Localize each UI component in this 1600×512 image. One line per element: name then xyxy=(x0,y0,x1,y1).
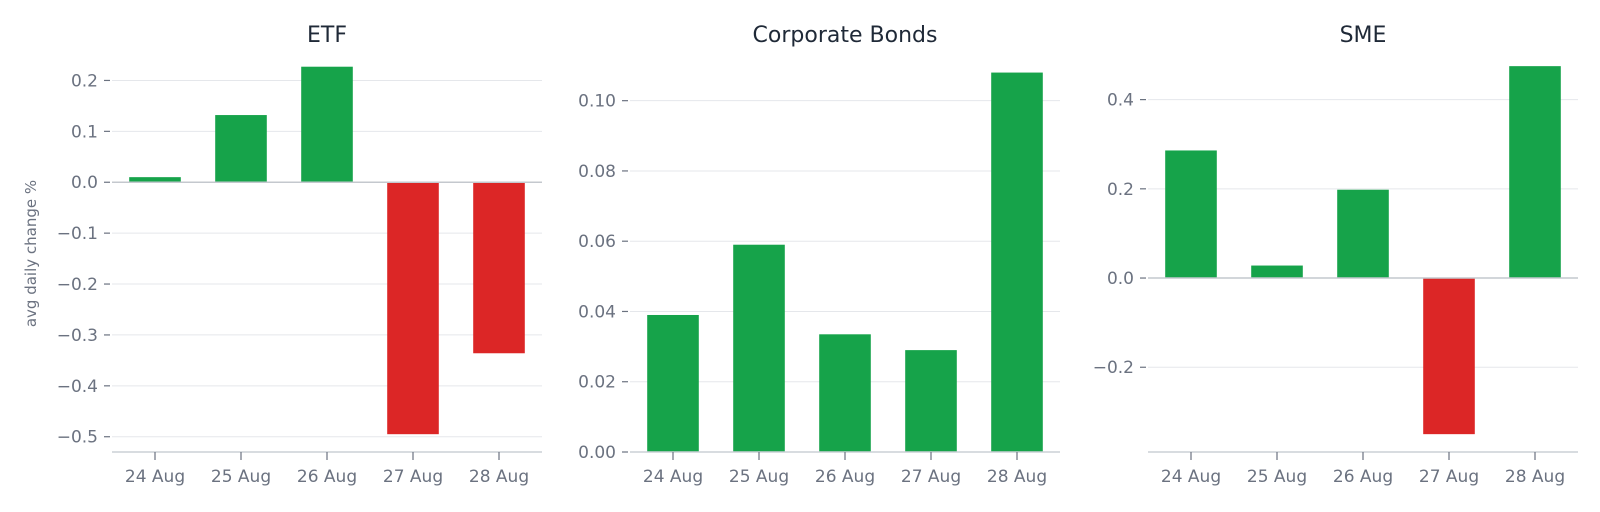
y-tick-label: 0.00 xyxy=(578,443,616,463)
x-tick-label: 25 Aug xyxy=(729,467,789,487)
y-tick-label: −0.2 xyxy=(57,275,98,295)
x-tick-label: 28 Aug xyxy=(469,467,529,487)
y-tick-label: 0.4 xyxy=(1107,91,1134,111)
y-tick-label: 0.2 xyxy=(1107,180,1134,200)
y-tick-label: −0.1 xyxy=(57,224,98,244)
bar-28-aug xyxy=(1509,66,1561,279)
x-tick-label: 24 Aug xyxy=(125,467,185,487)
bar-27-aug xyxy=(387,182,439,435)
bar-25-aug xyxy=(215,115,267,183)
chart-title: Corporate Bonds xyxy=(753,23,938,48)
bar-24-aug xyxy=(647,314,699,452)
y-tick-label: 0.0 xyxy=(1107,269,1134,289)
bar-24-aug xyxy=(129,177,181,183)
x-tick-label: 28 Aug xyxy=(987,467,1047,487)
y-tick-label: 0.2 xyxy=(71,71,98,91)
x-tick-label: 28 Aug xyxy=(1505,467,1565,487)
x-tick-label: 24 Aug xyxy=(643,467,703,487)
bar-26-aug xyxy=(301,66,353,183)
y-tick-label: 0.06 xyxy=(578,232,616,252)
chart-panel-3: SME 0.4 0.2 0.0 −0.2 24 Aug 25 Aug 26 Aug 27 Aug… xyxy=(1093,23,1578,487)
y-tick-label: −0.3 xyxy=(57,326,98,346)
x-tick-label: 27 Aug xyxy=(1419,467,1479,487)
y-tick-label: −0.5 xyxy=(57,428,98,448)
y-tick-label: −0.2 xyxy=(1093,358,1134,378)
y-tick-label: 0.10 xyxy=(578,92,616,112)
bar-28-aug xyxy=(473,182,525,354)
bar-26-aug xyxy=(1337,189,1389,279)
x-tick-label: 26 Aug xyxy=(815,467,875,487)
bar-27-aug xyxy=(1423,278,1475,435)
chart-panel-1: ETF avg daily change % 0.2 0.1 0.0 −0.1 −0.2 −0… xyxy=(22,23,542,487)
chart-title: SME xyxy=(1340,23,1387,48)
y-tick-label: 0.0 xyxy=(71,173,98,193)
y-tick-label: 0.08 xyxy=(578,162,616,182)
bar-25-aug xyxy=(733,244,785,452)
x-tick-label: 26 Aug xyxy=(1333,467,1393,487)
y-tick-label: −0.4 xyxy=(57,377,98,397)
bar-27-aug xyxy=(905,350,957,452)
x-tick-label: 26 Aug xyxy=(297,467,357,487)
y-tick-label: 0.02 xyxy=(578,373,616,393)
bar-26-aug xyxy=(819,334,871,452)
chart-title: ETF xyxy=(307,23,347,48)
y-tick-label: 0.04 xyxy=(578,302,616,322)
bar-28-aug xyxy=(991,72,1043,452)
chart-panel-2: Corporate Bonds 0.00 0.02 0.04 0.06 0.08 0.10 2… xyxy=(578,23,1060,487)
x-tick-label: 27 Aug xyxy=(383,467,443,487)
x-tick-label: 24 Aug xyxy=(1161,467,1221,487)
x-tick-label: 27 Aug xyxy=(901,467,961,487)
x-tick-label: 25 Aug xyxy=(1247,467,1307,487)
bar-25-aug xyxy=(1251,265,1303,279)
x-tick-label: 25 Aug xyxy=(211,467,271,487)
bar-24-aug xyxy=(1165,150,1217,279)
y-tick-label: 0.1 xyxy=(71,122,98,142)
y-axis-label: avg daily change % xyxy=(22,180,40,327)
